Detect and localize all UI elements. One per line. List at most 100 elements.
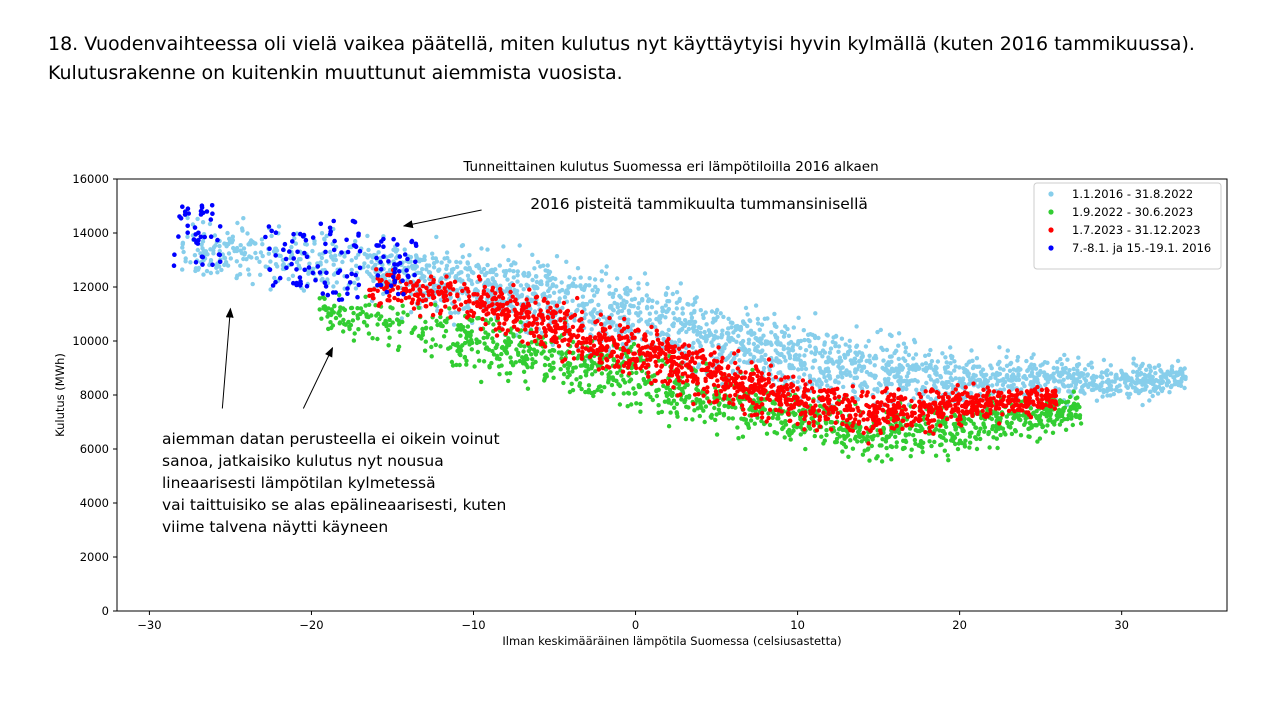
data-point — [733, 392, 738, 398]
data-point — [632, 296, 638, 302]
data-point — [903, 345, 909, 350]
data-point — [405, 312, 410, 318]
data-point — [1008, 425, 1013, 430]
data-point — [675, 393, 680, 398]
data-point — [740, 434, 746, 439]
data-point — [984, 372, 989, 377]
data-point — [776, 370, 781, 376]
data-point — [705, 385, 710, 390]
data-point — [817, 414, 823, 420]
data-point — [607, 291, 613, 296]
data-point — [615, 359, 621, 364]
data-point — [737, 358, 742, 363]
data-point — [500, 327, 505, 332]
data-point — [575, 266, 581, 271]
data-point — [325, 314, 330, 319]
data-point — [561, 300, 567, 306]
data-point — [751, 341, 757, 347]
data-point — [588, 334, 593, 340]
data-point — [938, 423, 943, 428]
data-point — [509, 304, 515, 309]
data-point — [355, 276, 360, 281]
data-point — [702, 419, 707, 425]
data-point — [921, 411, 926, 416]
data-point — [689, 315, 695, 320]
data-point — [708, 414, 713, 419]
data-point — [703, 339, 709, 344]
data-point — [301, 288, 307, 293]
data-point — [982, 429, 987, 434]
data-point — [636, 286, 641, 291]
data-point — [539, 330, 544, 335]
data-point — [528, 330, 533, 336]
data-point — [675, 355, 681, 361]
data-point — [840, 421, 845, 427]
data-point — [638, 310, 643, 315]
data-point — [452, 310, 458, 315]
data-point — [685, 301, 690, 307]
data-point — [981, 387, 986, 392]
data-point — [1039, 401, 1045, 406]
data-point — [666, 299, 672, 304]
data-point — [415, 270, 421, 275]
data-point — [408, 254, 414, 260]
data-point — [474, 337, 479, 342]
data-point — [424, 304, 429, 309]
data-point — [269, 233, 274, 239]
data-point — [896, 343, 901, 348]
data-point — [677, 317, 682, 322]
data-point — [925, 394, 931, 399]
data-point — [657, 320, 663, 325]
data-point — [763, 360, 768, 366]
data-point — [760, 402, 765, 407]
data-point — [766, 415, 771, 421]
data-point — [663, 356, 668, 361]
data-point — [834, 414, 840, 420]
data-point — [906, 382, 911, 387]
data-point — [500, 295, 506, 301]
data-point — [677, 382, 682, 387]
data-point — [508, 355, 513, 360]
data-point — [864, 426, 869, 431]
data-point — [1019, 390, 1024, 395]
data-point — [562, 321, 568, 326]
data-point — [521, 287, 526, 292]
data-point — [1148, 368, 1154, 374]
data-point — [205, 252, 210, 257]
data-point — [481, 335, 486, 341]
data-point — [571, 356, 577, 361]
data-point — [573, 365, 578, 370]
data-point — [204, 268, 210, 274]
data-point — [758, 336, 763, 341]
data-point — [1026, 367, 1031, 372]
data-point — [330, 323, 336, 328]
data-point — [853, 417, 858, 422]
data-point — [936, 419, 941, 424]
data-point — [1125, 376, 1131, 381]
data-point — [1071, 389, 1077, 394]
data-point — [603, 271, 609, 276]
data-point — [933, 453, 939, 458]
data-point — [716, 402, 722, 407]
data-point — [920, 362, 925, 367]
data-point — [592, 277, 598, 282]
data-point — [463, 266, 468, 271]
data-point — [543, 327, 548, 332]
data-point — [612, 300, 617, 306]
data-point — [342, 307, 348, 313]
data-point — [706, 328, 712, 333]
data-point — [759, 418, 764, 424]
data-point — [855, 439, 860, 444]
data-point — [816, 335, 821, 341]
data-point — [1100, 394, 1105, 399]
data-point — [478, 327, 484, 332]
data-point — [1004, 419, 1010, 425]
data-point — [783, 358, 788, 363]
data-point — [875, 329, 880, 335]
data-point — [787, 353, 792, 358]
data-point — [391, 247, 396, 252]
data-point — [324, 233, 329, 239]
data-point — [406, 295, 412, 300]
data-point — [629, 331, 634, 337]
data-point — [901, 356, 906, 361]
